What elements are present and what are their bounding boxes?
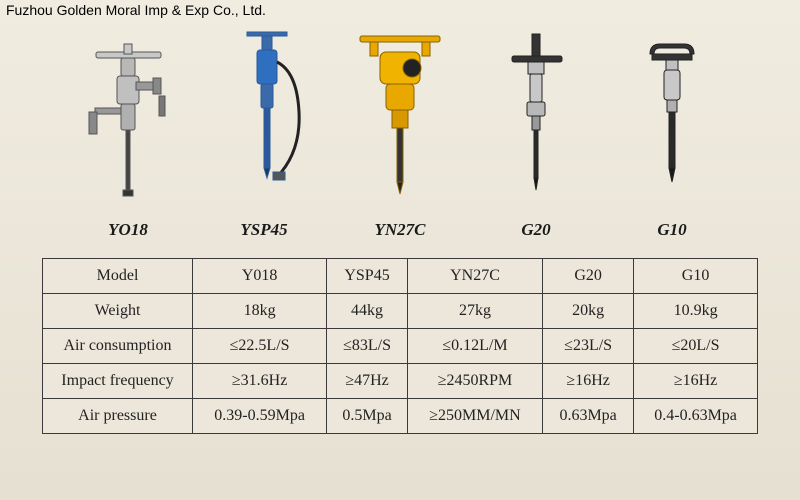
row-label: Air pressure	[43, 399, 193, 434]
product-yo18: YO18	[63, 42, 193, 240]
cell: Y018	[193, 259, 327, 294]
table-row: Model Y018 YSP45 YN27C G20 G10	[43, 259, 758, 294]
spec-table: Model Y018 YSP45 YN27C G20 G10 Weight 18…	[42, 258, 758, 434]
cell: 44kg	[327, 294, 408, 329]
cell: ≥250MM/MN	[407, 399, 542, 434]
cell: ≥2450RPM	[407, 364, 542, 399]
cell: ≥47Hz	[327, 364, 408, 399]
cell: YSP45	[327, 259, 408, 294]
cell: G10	[634, 259, 758, 294]
row-label: Weight	[43, 294, 193, 329]
cell: 0.5Mpa	[327, 399, 408, 434]
product-g20: G20	[471, 32, 601, 240]
product-label: YO18	[108, 220, 148, 240]
cell: 0.39-0.59Mpa	[193, 399, 327, 434]
cell: ≥31.6Hz	[193, 364, 327, 399]
cell: 10.9kg	[634, 294, 758, 329]
cell: ≤23L/S	[543, 329, 634, 364]
document-page: YO18 YSP45	[0, 0, 800, 500]
product-label: G10	[657, 220, 686, 240]
drill-ysp45-icon	[217, 22, 312, 212]
breaker-yn27c-icon	[350, 32, 450, 212]
cell: ≤22.5L/S	[193, 329, 327, 364]
product-g10: G10	[607, 42, 737, 240]
cell: 20kg	[543, 294, 634, 329]
table-row: Air pressure 0.39-0.59Mpa 0.5Mpa ≥250MM/…	[43, 399, 758, 434]
cell: 0.4-0.63Mpa	[634, 399, 758, 434]
table-row: Impact frequency ≥31.6Hz ≥47Hz ≥2450RPM …	[43, 364, 758, 399]
cell: ≥16Hz	[543, 364, 634, 399]
row-label: Model	[43, 259, 193, 294]
table-row: Air consumption ≤22.5L/S ≤83L/S ≤0.12L/M…	[43, 329, 758, 364]
row-label: Impact frequency	[43, 364, 193, 399]
product-label: G20	[521, 220, 550, 240]
cell: ≥16Hz	[634, 364, 758, 399]
row-label: Air consumption	[43, 329, 193, 364]
drill-yo18-icon	[81, 42, 176, 212]
company-watermark: Fuzhou Golden Moral Imp & Exp Co., Ltd.	[6, 2, 266, 18]
cell: ≤0.12L/M	[407, 329, 542, 364]
product-yn27c: YN27C	[335, 32, 465, 240]
cell: 18kg	[193, 294, 327, 329]
cell: 27kg	[407, 294, 542, 329]
cell: YN27C	[407, 259, 542, 294]
pick-g20-icon	[494, 32, 579, 212]
product-row: YO18 YSP45	[40, 20, 760, 240]
product-label: YN27C	[375, 220, 426, 240]
cell: G20	[543, 259, 634, 294]
cell: ≤83L/S	[327, 329, 408, 364]
product-ysp45: YSP45	[199, 22, 329, 240]
pick-g10-icon	[632, 42, 712, 212]
table-row: Weight 18kg 44kg 27kg 20kg 10.9kg	[43, 294, 758, 329]
product-label: YSP45	[240, 220, 287, 240]
cell: 0.63Mpa	[543, 399, 634, 434]
cell: ≤20L/S	[634, 329, 758, 364]
